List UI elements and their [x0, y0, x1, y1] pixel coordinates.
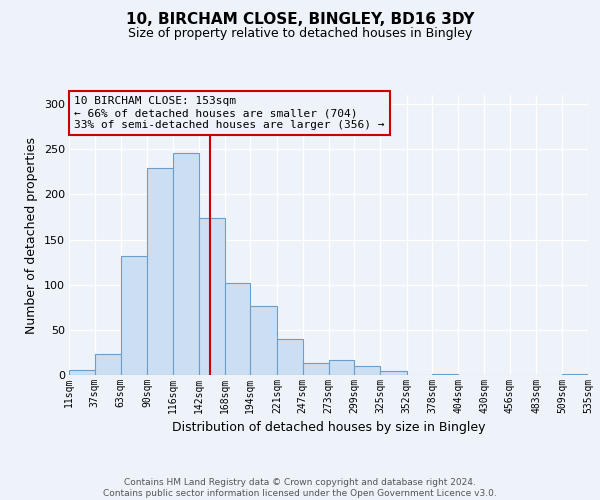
- Bar: [303, 364, 329, 375]
- Bar: [329, 360, 354, 375]
- Bar: [121, 256, 147, 375]
- Y-axis label: Number of detached properties: Number of detached properties: [25, 136, 38, 334]
- Text: 10 BIRCHAM CLOSE: 153sqm
← 66% of detached houses are smaller (704)
33% of semi-: 10 BIRCHAM CLOSE: 153sqm ← 66% of detach…: [74, 96, 385, 130]
- Bar: [199, 218, 224, 375]
- Text: Contains HM Land Registry data © Crown copyright and database right 2024.
Contai: Contains HM Land Registry data © Crown c…: [103, 478, 497, 498]
- X-axis label: Distribution of detached houses by size in Bingley: Distribution of detached houses by size …: [172, 422, 485, 434]
- Bar: [95, 354, 121, 375]
- Bar: [69, 370, 95, 375]
- Text: Size of property relative to detached houses in Bingley: Size of property relative to detached ho…: [128, 28, 472, 40]
- Bar: [380, 372, 407, 375]
- Bar: [250, 306, 277, 375]
- Bar: [147, 168, 173, 375]
- Bar: [354, 366, 380, 375]
- Bar: [224, 283, 250, 375]
- Text: 10, BIRCHAM CLOSE, BINGLEY, BD16 3DY: 10, BIRCHAM CLOSE, BINGLEY, BD16 3DY: [126, 12, 474, 28]
- Bar: [277, 339, 303, 375]
- Bar: [562, 374, 588, 375]
- Bar: [173, 153, 199, 375]
- Bar: [433, 374, 458, 375]
